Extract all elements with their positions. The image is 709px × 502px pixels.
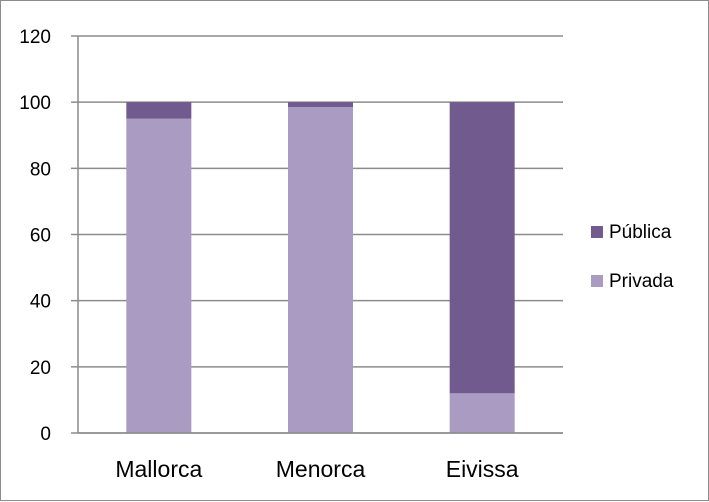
y-tick-label: 80 [30, 159, 51, 180]
legend-layer: Pública Privada [591, 222, 674, 292]
x-category-label: Menorca [276, 456, 366, 482]
legend-label-publica: Pública [609, 222, 672, 243]
legend-swatch-privada [591, 275, 603, 287]
y-tick-label: 120 [19, 27, 51, 48]
y-tick-label: 100 [19, 93, 51, 114]
bar-layer [126, 102, 515, 434]
legend-swatch-publica [591, 226, 603, 238]
y-tick-label: 20 [30, 358, 51, 379]
bar-publica-mallorca [126, 102, 192, 119]
x-category-label: Mallorca [115, 456, 202, 482]
bar-privada-menorca [288, 107, 353, 434]
x-category-label: Eivissa [446, 456, 519, 482]
bar-privada-mallorca [126, 118, 192, 433]
axis-layer [71, 35, 563, 434]
y-tick-label: 0 [40, 424, 51, 445]
y-tick-label: 40 [30, 292, 51, 313]
label-layer: 0 20 40 60 80 100 120 Mallorca Menorca Eivissa [19, 27, 519, 482]
bar-publica-menorca [288, 102, 353, 108]
legend-label-privada: Privada [609, 271, 674, 292]
bar-publica-eivissa [449, 102, 515, 394]
bar-privada-eivissa [449, 393, 515, 433]
y-tick-label: 60 [30, 226, 51, 247]
